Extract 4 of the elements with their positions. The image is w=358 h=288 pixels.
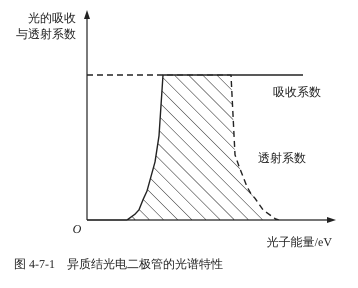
annotation: 图 4-7-1 异质结光电二极管的光谱特性 bbox=[14, 257, 223, 271]
xlabel: 光子能量/eV bbox=[266, 235, 332, 249]
ylabel: 光的吸收与透射系数 bbox=[16, 11, 76, 41]
annotation: O bbox=[72, 222, 82, 236]
